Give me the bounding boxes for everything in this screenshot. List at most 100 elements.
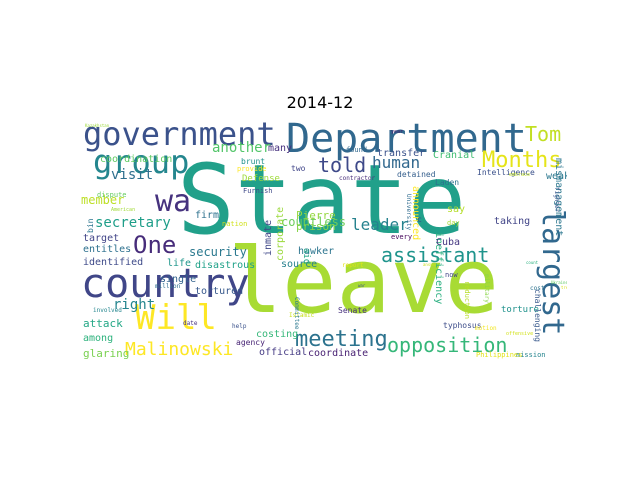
word: among bbox=[83, 333, 114, 344]
word: Cranial bbox=[433, 150, 476, 161]
word: tortured bbox=[195, 286, 244, 297]
word: corporate bbox=[275, 206, 286, 261]
word: found bbox=[346, 146, 368, 154]
word: cost bbox=[530, 285, 545, 292]
word: weak bbox=[546, 171, 567, 182]
word: contractor bbox=[339, 175, 376, 182]
word: reduction bbox=[463, 281, 471, 319]
word: help bbox=[232, 323, 247, 330]
word: identified bbox=[83, 257, 144, 268]
word: date bbox=[183, 320, 198, 327]
word: provide bbox=[237, 165, 267, 173]
word: State bbox=[177, 144, 466, 256]
word: involved bbox=[93, 307, 122, 314]
word: group bbox=[93, 143, 190, 181]
word: wa bbox=[155, 184, 192, 219]
word: Department bbox=[286, 121, 527, 162]
word: secretary bbox=[95, 215, 171, 231]
word: dispute bbox=[97, 191, 127, 199]
word: opposition bbox=[387, 333, 508, 357]
word: source bbox=[281, 259, 318, 270]
word: brunt bbox=[241, 157, 266, 166]
word: coordination bbox=[100, 154, 173, 165]
word: transfer bbox=[377, 148, 426, 159]
word: leave bbox=[228, 229, 499, 334]
word: agency bbox=[236, 338, 265, 347]
word: costing bbox=[256, 329, 299, 340]
word: Cuba bbox=[436, 237, 461, 248]
word: now bbox=[445, 271, 458, 279]
word: single bbox=[160, 274, 197, 285]
word: right bbox=[113, 297, 156, 313]
word: American bbox=[111, 207, 136, 213]
word: Defense bbox=[242, 174, 280, 184]
word: glaring bbox=[83, 347, 130, 360]
word: c bbox=[417, 215, 422, 224]
word: disastrous bbox=[195, 260, 256, 271]
word: challenging bbox=[533, 289, 542, 342]
word: embrace bbox=[509, 172, 531, 178]
word: many bbox=[268, 143, 293, 154]
word: day bbox=[447, 219, 460, 227]
word: prison bbox=[296, 220, 336, 233]
chart-title: 2014-12 bbox=[286, 93, 354, 112]
word: aid bbox=[301, 248, 311, 265]
word: security bbox=[189, 245, 247, 259]
word: entitles bbox=[83, 244, 132, 255]
word: official bbox=[259, 347, 308, 358]
word: Pierre bbox=[296, 209, 336, 222]
word: fighter bbox=[553, 187, 560, 213]
word: meeting bbox=[295, 327, 388, 352]
word: target bbox=[83, 233, 120, 244]
word: year bbox=[391, 129, 404, 135]
word: detained bbox=[397, 170, 436, 179]
word: government bbox=[83, 121, 276, 153]
word: human bbox=[372, 153, 421, 172]
word: Kazakhstan bbox=[85, 123, 110, 128]
word: Months bbox=[482, 148, 562, 173]
word: attack bbox=[83, 317, 123, 330]
word: typhosus bbox=[443, 321, 482, 330]
word: member bbox=[81, 193, 125, 207]
word: firm bbox=[195, 210, 220, 221]
word: another bbox=[212, 140, 272, 156]
word: assistant bbox=[381, 243, 490, 267]
word: motion bbox=[475, 325, 497, 332]
word: One bbox=[133, 231, 177, 259]
word: hawker bbox=[298, 246, 335, 257]
word: count bbox=[526, 260, 539, 265]
word: military bbox=[483, 274, 490, 303]
word-cloud: State leave Department government countr… bbox=[81, 121, 567, 366]
word: two bbox=[291, 164, 306, 173]
word: Tom bbox=[525, 122, 562, 146]
word: Philippines bbox=[476, 351, 523, 359]
word: told bbox=[318, 153, 367, 177]
word: torture bbox=[501, 305, 539, 315]
word: coordinate bbox=[308, 348, 369, 359]
word: taking bbox=[494, 216, 531, 227]
word: trend bbox=[561, 285, 567, 290]
word: Will bbox=[135, 298, 217, 338]
word: Intelligence bbox=[477, 168, 535, 177]
word: nation bbox=[222, 220, 248, 228]
word: answer bbox=[423, 262, 438, 267]
word: visit bbox=[111, 167, 154, 183]
word: life bbox=[167, 258, 192, 269]
word: countless bbox=[281, 215, 347, 229]
word: million bbox=[155, 283, 181, 290]
word: war bbox=[358, 283, 366, 288]
word: Senate bbox=[338, 306, 367, 315]
word: every bbox=[391, 233, 413, 241]
word: say bbox=[447, 204, 466, 215]
word: offensive bbox=[506, 331, 534, 337]
word: Malinowski bbox=[125, 339, 234, 360]
word: leader bbox=[351, 215, 409, 234]
word: report bbox=[342, 262, 364, 269]
word: mission bbox=[516, 351, 546, 359]
word: Furnish bbox=[243, 187, 273, 195]
word: Committee bbox=[293, 297, 300, 330]
word: bin bbox=[86, 218, 95, 233]
word: country bbox=[81, 261, 250, 307]
word: Islamic bbox=[289, 312, 315, 319]
word: Ukraine bbox=[551, 280, 567, 285]
